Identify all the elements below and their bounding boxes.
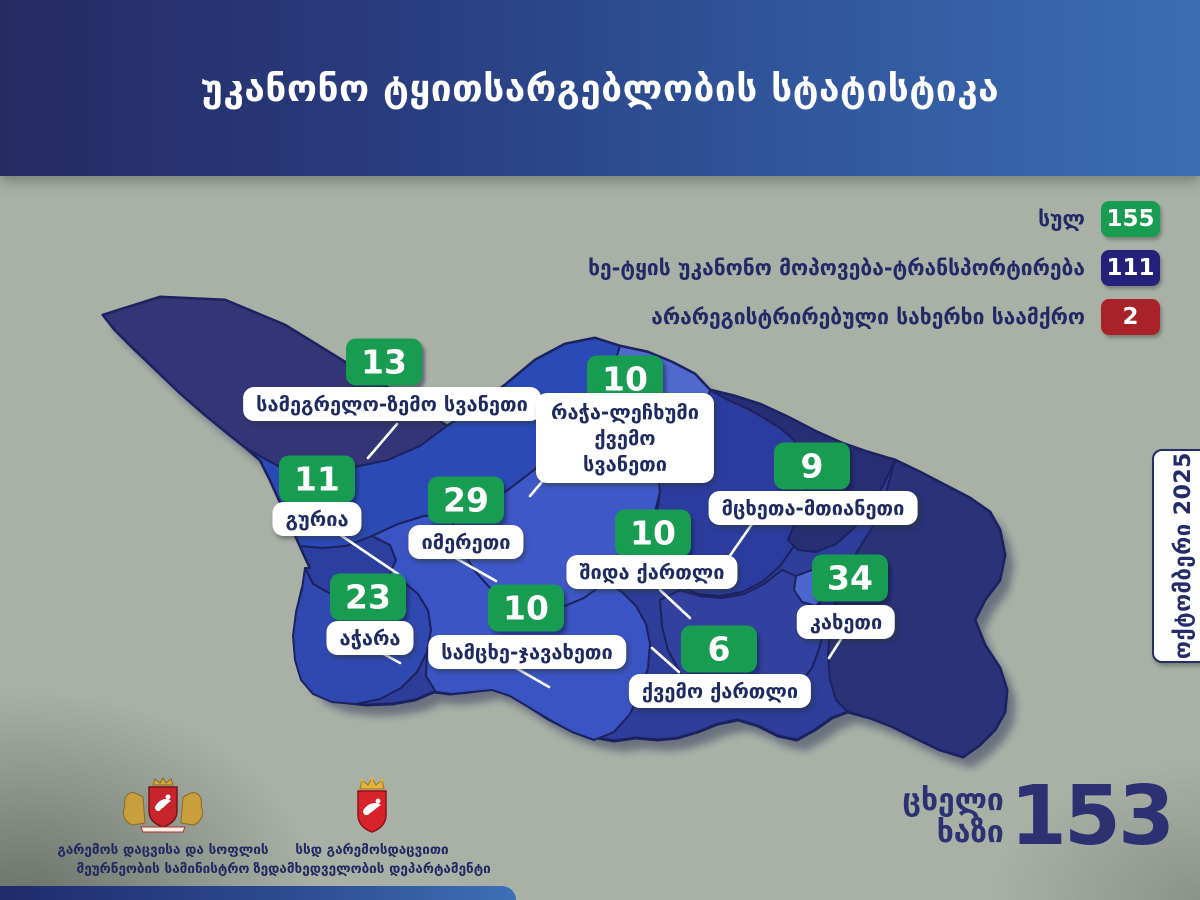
period-tab-label: ოქტომბერი 2025 [1170,452,1196,660]
hotline-number: 153 [1009,769,1175,864]
region-label-kvemo-kartli: ქვემო ქართლი [628,674,812,708]
region-label-mtskheta: მცხეთა-მთიანეთი [708,491,918,525]
bottom-accent-bar [0,886,516,900]
legend-value-sawmill: 2 [1101,299,1160,335]
legend-row-total: სულ 155 [588,201,1160,237]
department-emblem-icon [357,777,387,833]
region-value-adjara: 23 [330,573,406,621]
region-value-mtskheta: 9 [774,442,850,490]
hotline: ცხელი ხაზი 153 [902,769,1175,864]
period-tab: ოქტომბერი 2025 [1152,449,1200,663]
region-value-samegrelo: 13 [346,338,422,386]
legend-value-logging: 111 [1101,250,1160,286]
region-value-shida-kartli: 10 [615,509,691,557]
region-label-samegrelo: სამეგრელო-ზემო სვანეთი [243,387,541,421]
hotline-word1: ცხელი [902,782,1004,818]
region-label-kakheti: კახეთი [796,605,896,639]
org-ministry-line2: მეურნეობის სამინისტრო [76,860,250,877]
region-label-samtskhe: სამცხე-ჯავახეთი [428,635,626,669]
header-banner: უკანონო ტყითსარგებლობის სტატისტიკა [0,0,1200,176]
region-label-adjara: აჭარა [326,621,414,655]
region-shape-kakheti [827,459,1008,758]
region-label-imereti: იმერეთი [408,525,524,559]
leader-lines [334,422,845,689]
legend-value-total: 155 [1101,201,1160,237]
region-label-guria: გურია [272,502,362,536]
region-value-guria: 11 [279,455,355,503]
region-value-kakheti: 34 [812,554,888,602]
region-value-samtskhe: 10 [488,584,564,632]
org-department-line2: ზედამხედველობის დეპარტამენტი [253,860,491,877]
region-label-shida-kartli: შიდა ქართლი [566,555,738,589]
legend-label-logging: ხე-ტყის უკანონო მოპოვება-ტრანსპორტირება [588,256,1085,280]
legend-label-sawmill: არარეგისტრირებული სახერხი საამქრო [651,305,1085,329]
legend-row-sawmill: არარეგისტრირებული სახერხი საამქრო 2 [588,299,1160,335]
org-department: სსდ გარემოსდაცვითი ზედამხედველობის დეპარ… [252,777,492,879]
ministry-coat-of-arms-icon [122,777,204,833]
hotline-word2: ხაზი [936,814,1004,850]
legend-row-logging: ხე-ტყის უკანონო მოპოვება-ტრანსპორტირება … [588,250,1160,286]
org-ministry: გარემოს დაცვისა და სოფლის მეურნეობის სამ… [56,777,270,879]
legend: სულ 155 ხე-ტყის უკანონო მოპოვება-ტრანსპო… [588,201,1160,348]
org-ministry-line1: გარემოს დაცვისა და სოფლის [57,842,269,858]
org-department-line1: სსდ გარემოსდაცვითი [295,842,449,858]
legend-label-total: სულ [1038,207,1085,231]
page-title: უკანონო ტყითსარგებლობის სტატისტიკა [200,66,1000,110]
region-value-kvemo-kartli: 6 [681,625,757,673]
region-label-racha: რაჭა-ლეჩხუმი ქვემო სვანეთი [536,393,714,483]
region-value-imereti: 29 [428,476,504,524]
hotline-label: ცხელი ხაზი [902,782,1004,850]
